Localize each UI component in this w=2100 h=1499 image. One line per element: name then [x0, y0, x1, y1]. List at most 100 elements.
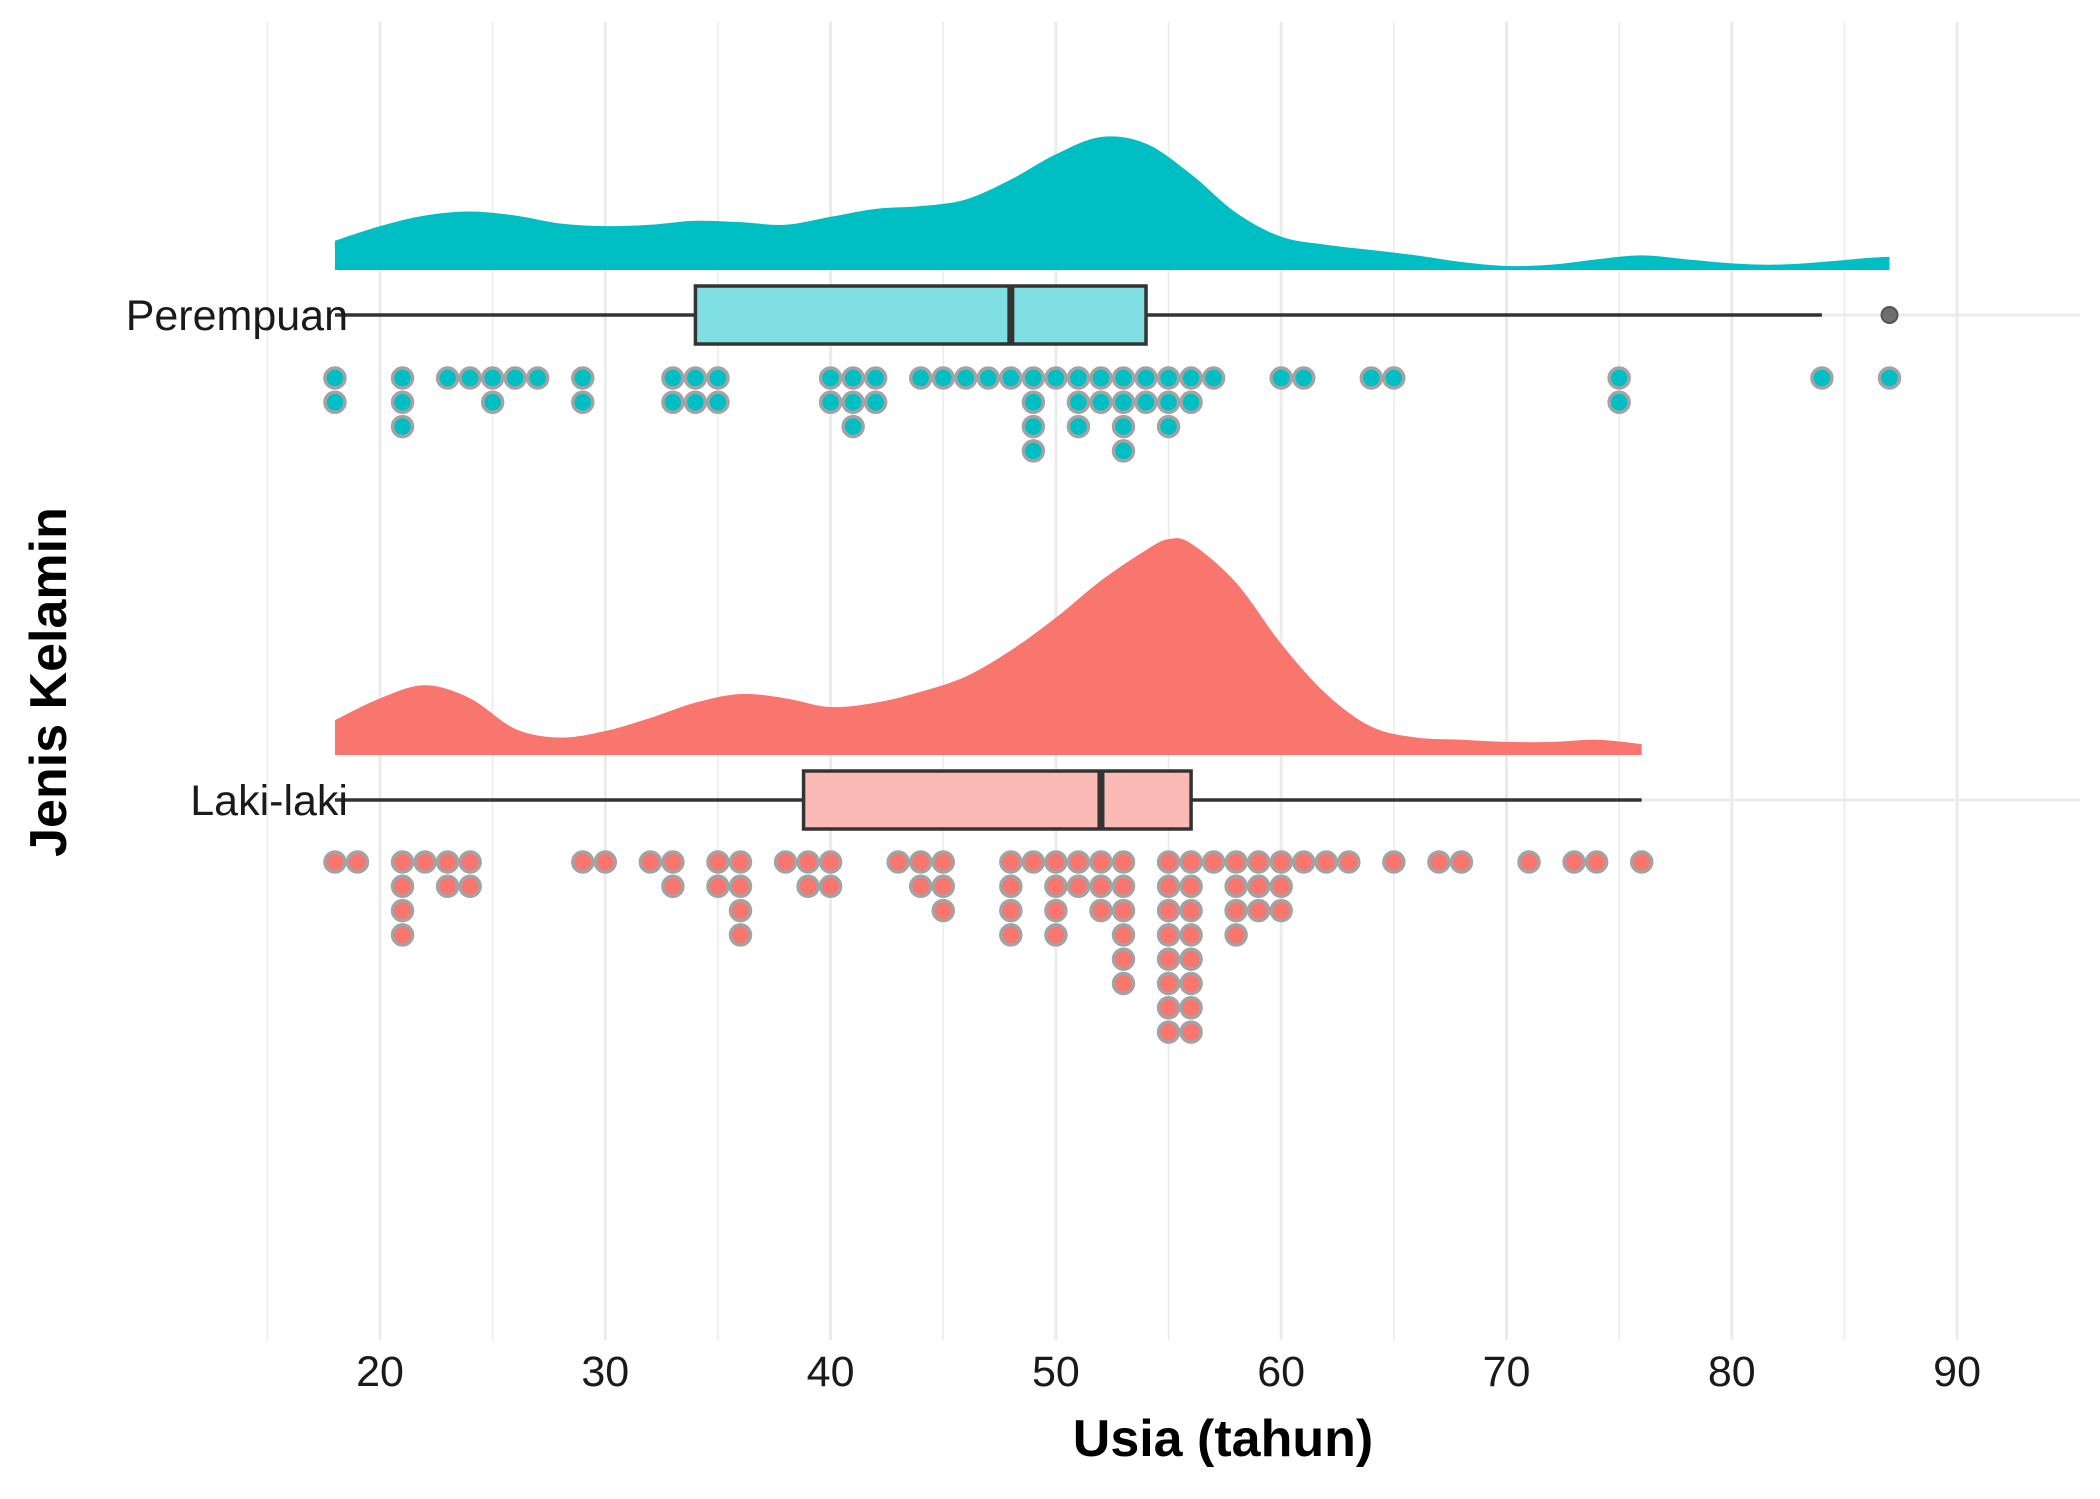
data-dot — [390, 898, 415, 923]
data-dot — [1382, 850, 1406, 874]
data-dot — [390, 414, 415, 439]
data-dot — [1066, 366, 1091, 390]
data-dot — [1111, 439, 1136, 463]
data-dot — [796, 850, 820, 874]
data-dot — [1111, 414, 1136, 439]
data-dot — [323, 390, 347, 415]
data-dot — [638, 850, 663, 874]
x-tick-label: 90 — [1933, 1348, 1981, 1396]
data-dot — [908, 874, 933, 899]
data-dot — [1111, 390, 1136, 415]
data-dot — [999, 874, 1023, 899]
data-dot — [1111, 971, 1136, 996]
data-dot — [413, 850, 437, 874]
data-dot — [1382, 366, 1406, 390]
density-cloud — [334, 136, 1890, 270]
data-dot — [1066, 414, 1091, 439]
data-dot — [1021, 414, 1046, 439]
data-dot — [1156, 996, 1181, 1020]
data-dot — [661, 874, 685, 899]
data-dot — [1179, 996, 1203, 1020]
data-dot — [1111, 850, 1136, 874]
data-dot — [1179, 923, 1203, 947]
data-dot — [931, 850, 955, 874]
data-dot — [796, 874, 820, 899]
data-dot — [390, 923, 415, 947]
data-dot — [1044, 850, 1068, 874]
data-dot — [1179, 971, 1203, 996]
x-tick-label: 50 — [1032, 1348, 1080, 1396]
data-dot — [908, 366, 933, 390]
data-dot — [1156, 947, 1181, 971]
x-axis-title: Usia (tahun) — [1073, 1410, 1373, 1468]
data-dot — [728, 874, 753, 899]
data-dot — [1156, 414, 1181, 439]
data-dot — [1607, 366, 1631, 390]
data-dot — [1066, 874, 1091, 899]
data-dot — [1089, 898, 1113, 923]
data-dot — [1021, 390, 1046, 415]
data-dot — [999, 850, 1023, 874]
data-dot — [480, 390, 505, 415]
data-dot — [1224, 874, 1248, 899]
x-tick-label: 60 — [1257, 1348, 1305, 1396]
data-dot — [458, 874, 482, 899]
data-dot — [390, 850, 415, 874]
data-dot — [1224, 850, 1248, 874]
data-dot — [458, 366, 482, 390]
data-dot — [1291, 366, 1316, 390]
data-dot — [1877, 366, 1902, 390]
data-dot — [706, 874, 730, 899]
data-dot — [435, 366, 460, 390]
data-dot — [818, 366, 843, 390]
data-dot — [571, 850, 595, 874]
data-dot — [1066, 850, 1091, 874]
data-dot — [1179, 366, 1203, 390]
outlier-point — [1880, 306, 1899, 324]
data-dot — [1584, 850, 1609, 874]
data-dot — [931, 898, 955, 923]
data-dot — [503, 366, 527, 390]
data-dot — [841, 390, 865, 415]
data-dot — [1021, 439, 1046, 463]
data-dot — [841, 366, 865, 390]
data-dot — [1810, 366, 1834, 390]
data-dot — [525, 366, 550, 390]
data-dot — [1179, 390, 1203, 415]
data-dot — [931, 874, 955, 899]
x-tick-label: 40 — [807, 1348, 855, 1396]
data-dot — [728, 850, 753, 874]
data-dot — [728, 923, 753, 947]
x-tick-label: 20 — [356, 1348, 404, 1396]
data-dot — [1111, 898, 1136, 923]
density-cloud — [334, 538, 1642, 755]
x-tick-labels: 20 30 40 50 60 70 80 90 — [356, 1348, 1981, 1396]
data-dot — [999, 923, 1023, 947]
data-dot — [706, 390, 730, 415]
data-dot — [1269, 898, 1293, 923]
data-dot — [1134, 390, 1158, 415]
data-dot — [1111, 366, 1136, 390]
data-dot — [1044, 898, 1068, 923]
box-iqr — [801, 769, 1193, 831]
data-dot — [818, 390, 843, 415]
data-dot — [1179, 850, 1203, 874]
data-dot — [571, 366, 595, 390]
data-dot — [999, 366, 1023, 390]
data-dot — [1179, 898, 1203, 923]
data-dot — [1111, 874, 1136, 899]
data-dot — [1629, 850, 1654, 874]
data-dot — [863, 390, 888, 415]
data-dot — [1314, 850, 1339, 874]
x-tick-label: 30 — [581, 1348, 629, 1396]
data-dot — [661, 366, 685, 390]
data-dot — [1156, 390, 1181, 415]
data-dot — [323, 366, 347, 390]
box-iqr — [693, 284, 1148, 346]
data-dot — [1156, 971, 1181, 996]
data-dot — [1224, 923, 1248, 947]
data-dot — [1044, 874, 1068, 899]
data-dot — [661, 850, 685, 874]
data-dot — [1044, 366, 1068, 390]
